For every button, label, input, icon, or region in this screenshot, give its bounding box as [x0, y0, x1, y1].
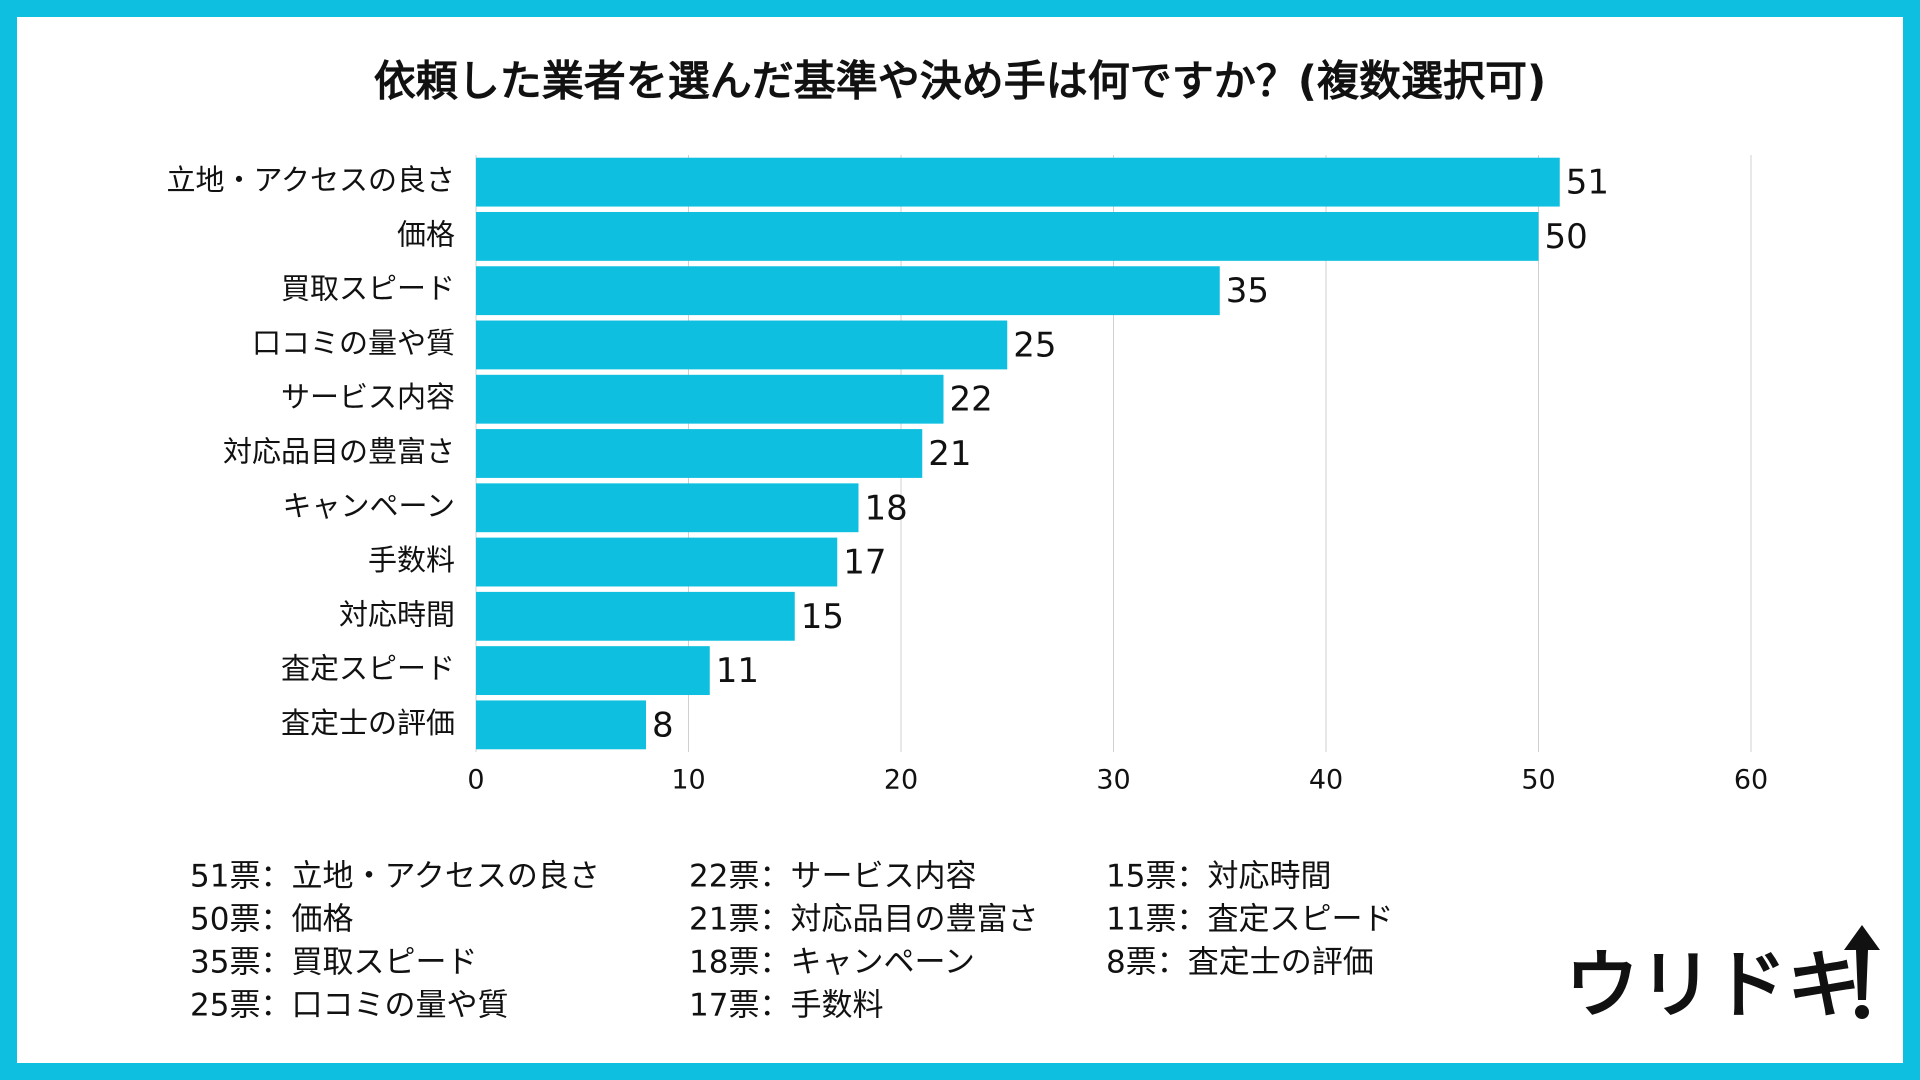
value-label: 11 [716, 651, 759, 691]
note: 25票：口コミの量や質 [190, 988, 508, 1024]
x-tick-label: 10 [671, 765, 705, 796]
logo-mark: ウリドキ [1565, 925, 1880, 1029]
bar [476, 320, 1008, 370]
value-label: 15 [801, 597, 844, 637]
y-tick-label: 対応品目の豊富さ [223, 435, 455, 469]
bar [476, 266, 1220, 316]
x-tick-label: 0 [467, 765, 484, 796]
y-tick-label: キャンペーン [282, 489, 455, 523]
chart-title: 依頼した業者を選んだ基準や決め手は何ですか？(複数選択可) [374, 57, 1546, 106]
bar [476, 646, 710, 696]
value-label: 35 [1226, 271, 1269, 311]
value-label: 8 [652, 705, 674, 745]
y-tick-label: 価格 [397, 217, 455, 251]
y-tick-label: 査定士の評価 [281, 706, 455, 740]
y-tick-label: 口コミの量や質 [252, 326, 455, 360]
note: 21票：対応品目の豊富さ [689, 902, 1038, 938]
x-tick-label: 40 [1309, 765, 1343, 796]
value-label: 17 [843, 543, 886, 583]
y-tick-label: 査定スピード [281, 652, 455, 686]
note: 18票：キャンペーン [689, 945, 975, 981]
bar [476, 429, 923, 478]
y-tick-label: 対応時間 [339, 597, 455, 631]
bar [476, 591, 795, 641]
y-tick-label: 手数料 [368, 543, 455, 577]
value-label: 18 [865, 488, 908, 528]
value-label: 22 [950, 380, 993, 420]
note: 11票：査定スピード [1106, 902, 1393, 938]
note: 50票：価格 [190, 902, 353, 938]
note: 51票：立地・アクセスの良さ [190, 859, 600, 895]
x-tick-label: 20 [884, 765, 918, 796]
note: 35票：買取スピード [190, 945, 477, 981]
note: 22票：サービス内容 [689, 859, 976, 895]
value-label: 21 [928, 434, 971, 474]
logo: ウリドキ [1565, 943, 1861, 1029]
note: 17票：手数料 [689, 988, 883, 1024]
note: 8票：査定士の評価 [1106, 945, 1374, 981]
note: 15票：対応時間 [1106, 859, 1331, 895]
y-tick-label: サービス内容 [281, 380, 455, 414]
bar [476, 537, 838, 587]
y-tick-label: 立地・アクセスの良さ [166, 163, 455, 197]
bar [476, 374, 944, 424]
x-tick-label: 60 [1734, 765, 1768, 796]
logo-arrow [1844, 925, 1880, 1000]
bar [476, 211, 1539, 261]
logo-dot [1855, 1005, 1869, 1019]
y-tick-label: 買取スピード [281, 272, 455, 306]
value-label: 25 [1013, 325, 1056, 365]
x-tick-label: 50 [1521, 765, 1555, 796]
x-tick-label: 30 [1096, 765, 1130, 796]
bar [476, 483, 859, 533]
value-label: 50 [1545, 217, 1588, 257]
value-label: 51 [1566, 163, 1609, 203]
bar [476, 700, 646, 750]
bar [476, 157, 1560, 207]
